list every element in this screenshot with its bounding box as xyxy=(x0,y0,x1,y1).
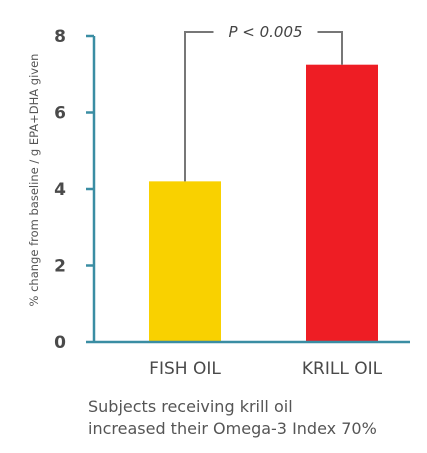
y-tick-label: 0 xyxy=(54,333,66,353)
x-categories: FISH OIL KRILL OIL xyxy=(149,359,382,379)
bars xyxy=(149,64,378,342)
caption-line-1: Subjects receiving krill oil xyxy=(88,397,293,416)
bar-fish-oil xyxy=(149,181,221,342)
y-tick-label: 8 xyxy=(54,27,66,47)
y-tick-label: 2 xyxy=(54,257,66,277)
p-value-annotation: P < 0.005 xyxy=(228,23,302,41)
chart-caption: Subjects receiving krill oil increased t… xyxy=(88,396,423,440)
x-category-label: KRILL OIL xyxy=(302,359,383,379)
y-ticks: 0 2 4 6 8 xyxy=(54,27,94,353)
bar-krill-oil xyxy=(306,64,378,342)
bracket-left xyxy=(184,31,214,182)
bracket-right xyxy=(317,31,343,65)
y-axis-label: % change from baseline / g EPA+DHA given xyxy=(27,54,41,307)
y-tick-label: 6 xyxy=(54,104,66,124)
significance-bracket: P < 0.005 xyxy=(184,23,343,182)
caption-line-2: increased their Omega-3 Index 70% xyxy=(88,419,377,438)
x-category-label: FISH OIL xyxy=(149,359,221,379)
y-tick-label: 4 xyxy=(54,180,66,200)
